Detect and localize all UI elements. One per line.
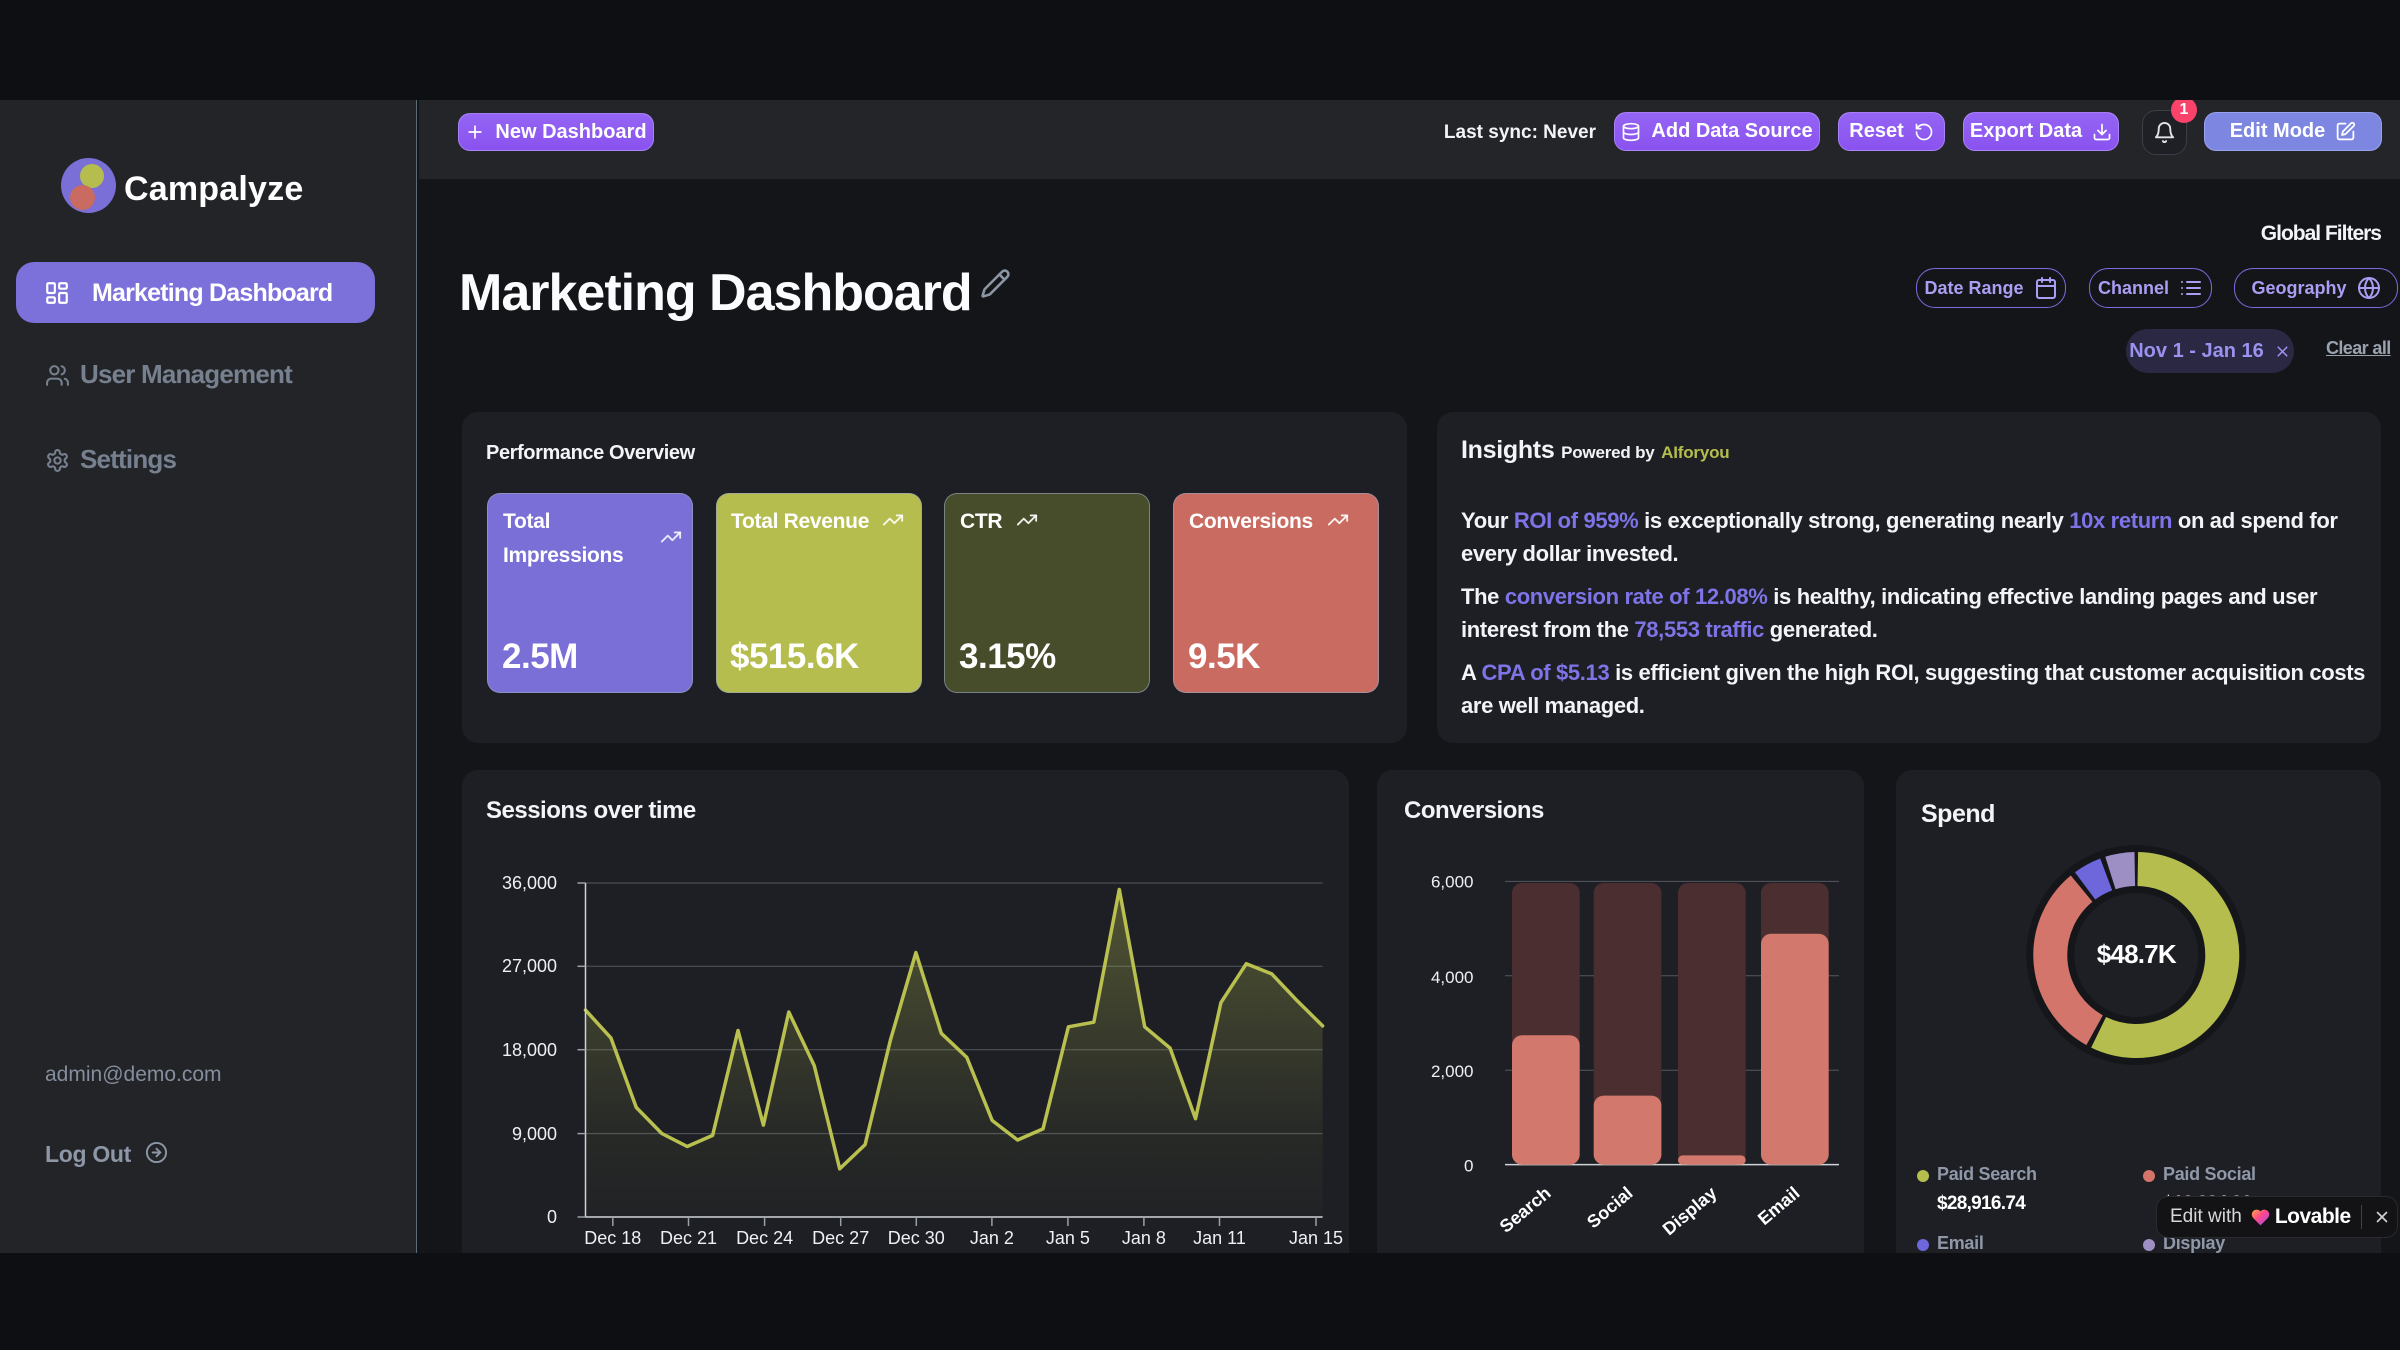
svg-text:Dec 24: Dec 24 xyxy=(736,1228,793,1248)
svg-text:Dec 30: Dec 30 xyxy=(888,1228,945,1248)
svg-text:Display: Display xyxy=(1659,1183,1721,1239)
svg-text:36,000: 36,000 xyxy=(502,873,557,893)
svg-text:Jan 2: Jan 2 xyxy=(970,1228,1014,1248)
svg-text:9,000: 9,000 xyxy=(512,1124,557,1144)
svg-text:18,000: 18,000 xyxy=(502,1040,557,1060)
svg-text:$48.7K: $48.7K xyxy=(2097,939,2177,969)
svg-text:2,000: 2,000 xyxy=(1431,1062,1474,1081)
svg-text:Jan 15: Jan 15 xyxy=(1289,1228,1343,1248)
svg-text:0: 0 xyxy=(547,1207,557,1227)
svg-text:Social: Social xyxy=(1583,1183,1636,1232)
svg-text:Jan 11: Jan 11 xyxy=(1193,1228,1246,1248)
svg-text:0: 0 xyxy=(1464,1157,1473,1176)
svg-text:27,000: 27,000 xyxy=(502,956,557,976)
svg-text:Jan 5: Jan 5 xyxy=(1046,1228,1090,1248)
svg-text:4,000: 4,000 xyxy=(1431,968,1474,987)
svg-text:Jan 8: Jan 8 xyxy=(1122,1228,1166,1248)
svg-text:Dec 27: Dec 27 xyxy=(812,1228,869,1248)
svg-text:Dec 21: Dec 21 xyxy=(660,1228,717,1248)
svg-text:Search: Search xyxy=(1496,1183,1555,1237)
svg-text:Email: Email xyxy=(1754,1183,1804,1229)
svg-text:Dec 18: Dec 18 xyxy=(584,1228,641,1248)
svg-text:6,000: 6,000 xyxy=(1431,872,1474,891)
